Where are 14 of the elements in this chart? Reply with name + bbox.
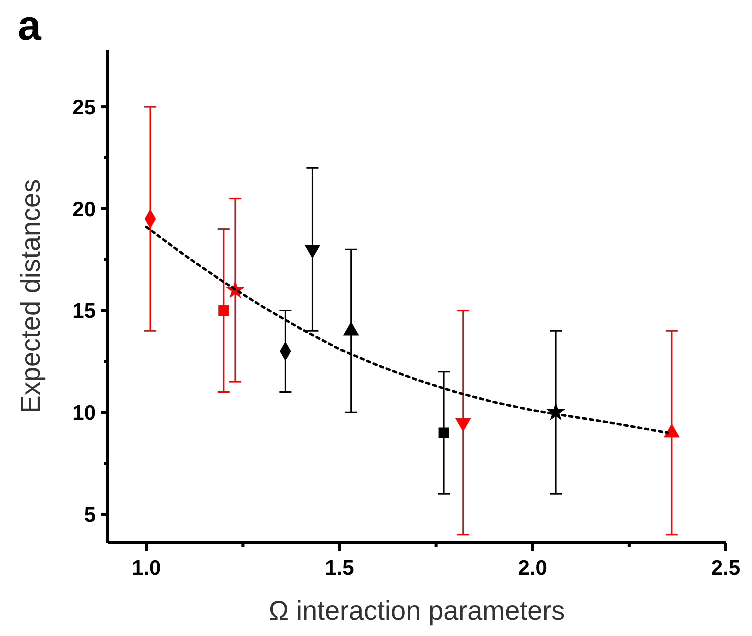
x-tick-label: 1.0 xyxy=(132,557,162,580)
y-tick-label: 15 xyxy=(72,300,96,324)
x-tick-label: 2.5 xyxy=(711,557,741,580)
chart-title: a xyxy=(18,2,42,49)
y-tick-label: 5 xyxy=(84,504,96,527)
x-tick-label: 2.0 xyxy=(518,557,548,580)
x-tick-label: 1.5 xyxy=(325,557,355,580)
y-axis-title: Expected distances xyxy=(16,179,46,414)
x-axis-title: Ω interaction parameters xyxy=(268,596,566,626)
y-tick-label: 25 xyxy=(72,96,96,120)
y-tick-label: 20 xyxy=(72,198,96,222)
point xyxy=(438,428,450,438)
point xyxy=(218,306,230,316)
y-tick-label: 10 xyxy=(72,402,96,425)
